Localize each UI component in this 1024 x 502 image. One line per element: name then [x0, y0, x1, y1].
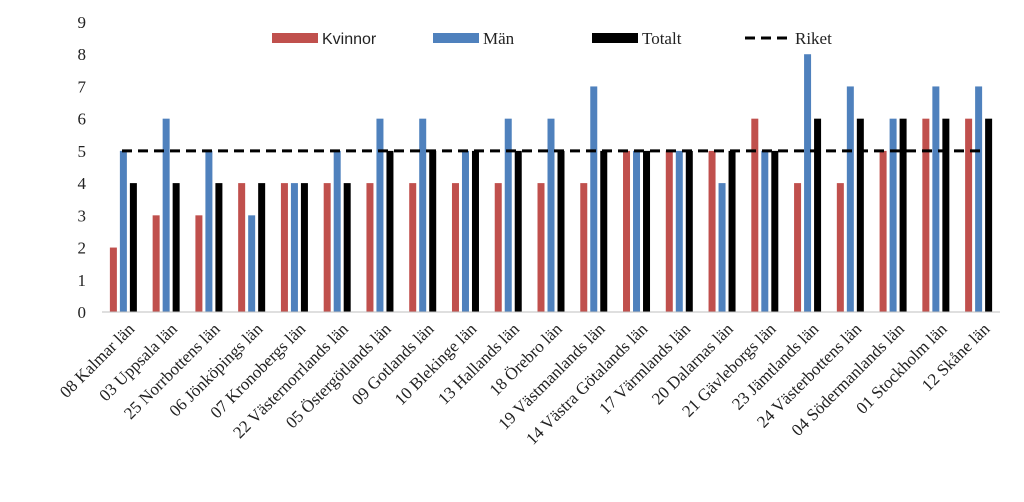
bar-m-n: [461, 150, 469, 312]
bar-m-n: [290, 183, 298, 312]
bar-totalt: [386, 150, 394, 312]
y-tick-label: 5: [78, 142, 87, 161]
bar-m-n: [633, 150, 641, 312]
bar-m-n: [675, 150, 683, 312]
y-tick-label: 2: [78, 239, 87, 258]
legend-label: Män: [483, 29, 515, 48]
bar-totalt: [685, 150, 693, 312]
bar-m-n: [804, 54, 812, 312]
bar-kvinnor: [152, 215, 160, 312]
y-tick-label: 8: [78, 45, 87, 64]
bar-totalt: [728, 150, 736, 312]
bar-totalt: [557, 150, 565, 312]
bar-totalt: [985, 118, 993, 313]
bar-kvinnor: [965, 118, 973, 313]
bar-totalt: [514, 150, 522, 312]
bar-totalt: [172, 183, 180, 312]
bar-totalt: [215, 183, 223, 312]
legend-swatch: [433, 33, 479, 43]
bar-m-n: [718, 183, 726, 312]
y-tick-label: 0: [78, 303, 87, 322]
y-tick-label: 9: [78, 13, 87, 32]
bars: [109, 54, 993, 313]
bar-totalt: [258, 183, 266, 312]
bar-kvinnor: [238, 183, 246, 312]
bar-kvinnor: [323, 183, 331, 312]
bar-totalt: [814, 118, 822, 313]
bar-kvinnor: [751, 118, 759, 313]
bar-totalt: [643, 150, 651, 312]
bar-kvinnor: [623, 150, 631, 312]
legend-swatch: [272, 33, 318, 43]
bar-kvinnor: [537, 183, 545, 312]
bar-kvinnor: [409, 183, 417, 312]
bar-totalt: [942, 118, 950, 313]
y-tick-label: 6: [78, 110, 87, 129]
bar-kvinnor: [580, 183, 588, 312]
bar-m-n: [932, 86, 940, 312]
bar-m-n: [547, 118, 555, 313]
bar-m-n: [119, 150, 127, 312]
bar-m-n: [419, 118, 427, 313]
bar-kvinnor: [708, 150, 716, 312]
bar-kvinnor: [280, 183, 288, 312]
bar-kvinnor: [665, 150, 673, 312]
legend-label: Riket: [795, 29, 832, 48]
bar-totalt: [771, 150, 779, 312]
bar-totalt: [856, 118, 864, 313]
bar-kvinnor: [366, 183, 374, 312]
bar-m-n: [889, 118, 897, 313]
bar-m-n: [333, 150, 341, 312]
bar-kvinnor: [451, 183, 459, 312]
bar-kvinnor: [836, 183, 844, 312]
bar-m-n: [205, 150, 213, 312]
bar-totalt: [343, 183, 351, 312]
bar-m-n: [504, 118, 512, 313]
bar-kvinnor: [195, 215, 203, 312]
bar-kvinnor: [109, 247, 117, 312]
bar-totalt: [600, 150, 608, 312]
legend-label: Kvinnor: [322, 31, 377, 48]
bar-m-n: [975, 86, 983, 312]
bar-kvinnor: [494, 183, 502, 312]
bar-totalt: [471, 150, 479, 312]
y-tick-label: 4: [78, 174, 87, 193]
bar-kvinnor: [922, 118, 930, 313]
y-axis: 0 1 2 3 4 5 6 7 8 9: [78, 13, 87, 322]
legend-swatch: [592, 33, 638, 43]
bar-m-n: [590, 86, 598, 312]
bar-totalt: [429, 150, 437, 312]
bar-m-n: [846, 86, 854, 312]
bar-m-n: [248, 215, 256, 312]
bar-m-n: [761, 150, 769, 312]
bar-kvinnor: [794, 183, 802, 312]
y-tick-label: 1: [78, 271, 87, 290]
bar-kvinnor: [879, 150, 887, 312]
bar-totalt: [300, 183, 308, 312]
bar-m-n: [162, 118, 170, 313]
legend: Kvinnor Män Totalt Riket: [272, 29, 832, 48]
bar-totalt: [129, 183, 137, 312]
y-tick-label: 7: [78, 77, 87, 96]
bar-totalt: [899, 118, 907, 313]
y-tick-label: 3: [78, 206, 87, 225]
legend-label: Totalt: [642, 29, 682, 48]
bar-m-n: [376, 118, 384, 313]
